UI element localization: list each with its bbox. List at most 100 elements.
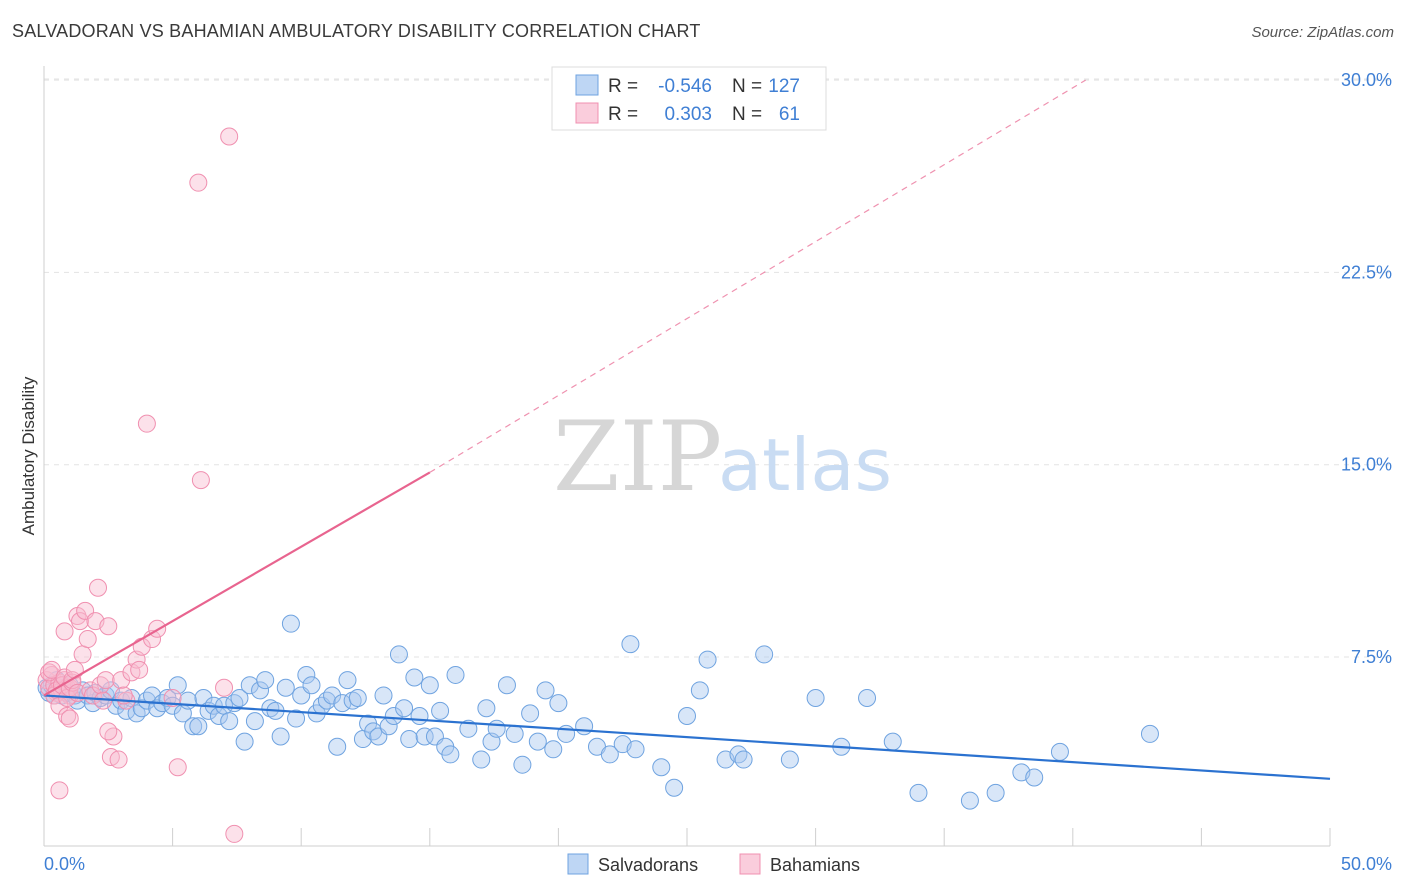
bahamians-point [99, 722, 118, 741]
bahamians-point [73, 645, 92, 664]
salvadorans-point [626, 740, 645, 759]
chart-title: SALVADORAN VS BAHAMIAN AMBULATORY DISABI… [12, 21, 701, 41]
salvadorans-point [734, 750, 753, 769]
salvadorans-point [230, 689, 249, 708]
salvadorans-point [528, 732, 547, 751]
bahamians-point [65, 660, 84, 679]
salvadorans-point [287, 709, 306, 728]
legend-n-label-pink: N = [732, 104, 762, 125]
y-tick-label: 7.5% [1351, 647, 1392, 667]
salvadorans-point [472, 750, 491, 769]
salvadorans-points [37, 614, 1159, 810]
bahamians-point [225, 824, 244, 843]
salvadorans-point [297, 665, 316, 684]
salvadorans-point [179, 691, 198, 710]
salvadorans-point [323, 686, 342, 705]
salvadorans-point [698, 650, 717, 669]
stats-legend: R = -0.546 N = 127 R = 0.303 N = 61 [551, 66, 827, 131]
bahamians-point [60, 709, 79, 728]
salvadorans-point [410, 706, 429, 725]
salvadorans-point [235, 732, 254, 751]
legend-r-label-blue: R = [608, 76, 638, 97]
grid-layer [44, 78, 1392, 658]
salvadorans-point [276, 678, 295, 697]
salvadorans-point [986, 783, 1005, 802]
salvadorans-point [665, 778, 684, 797]
salvadorans-point [513, 755, 532, 774]
bahamians-point [104, 727, 123, 746]
salvadorans-point [487, 719, 506, 738]
series-legend-swatch-salvadorans [567, 853, 589, 875]
salvadorans-point [420, 676, 439, 695]
salvadorans-trend-line [43, 694, 1331, 780]
legend-n-value-blue: 127 [768, 76, 800, 97]
series-legend-label-bahamians: Bahamians [770, 855, 860, 875]
salvadorans-point [328, 737, 347, 756]
salvadorans-point [127, 704, 146, 723]
salvadorans-point [909, 783, 928, 802]
salvadorans-point [317, 691, 336, 710]
salvadorans-point [261, 699, 280, 718]
salvadorans-point [459, 719, 478, 738]
salvadorans-point [415, 727, 434, 746]
salvadorans-point [497, 676, 516, 695]
salvadorans-point [780, 750, 799, 769]
salvadorans-point [1050, 742, 1069, 761]
salvadorans-point [441, 745, 460, 764]
salvadorans-point [477, 699, 496, 718]
bahamians-point [50, 781, 69, 800]
series-legend-swatch-bahamians [739, 853, 761, 875]
salvadorans-point [245, 712, 264, 731]
salvadorans-point [220, 712, 239, 731]
bahamians-point [96, 671, 115, 690]
salvadorans-point [858, 689, 877, 708]
salvadorans-point [536, 681, 555, 700]
salvadorans-point [1025, 768, 1044, 787]
salvadorans-point [348, 689, 367, 708]
bahamians-point [163, 689, 182, 708]
bahamians-point [191, 471, 210, 490]
bahamians-point [89, 578, 108, 597]
bahamians-trend-line [43, 471, 431, 697]
salvadorans-point [678, 706, 696, 725]
salvadorans-point [251, 681, 270, 700]
bahamians-point [78, 630, 97, 649]
watermark-atlas: atlas [718, 423, 892, 507]
salvadorans-point [621, 635, 640, 654]
salvadorans-point [806, 689, 825, 708]
source-label: Source: ZipAtlas.com [1251, 24, 1394, 41]
x-tick-label-max: 50.0% [1341, 854, 1392, 874]
bahamians-point [130, 660, 149, 679]
salvadorans-point [389, 645, 408, 664]
legend-swatch-blue [575, 74, 599, 96]
series-legend: Salvadorans Bahamians [567, 853, 860, 875]
bahamians-points [37, 127, 244, 843]
series-legend-label-salvadorans: Salvadorans [598, 855, 698, 875]
y-axis-label: Ambulatory Disability [19, 376, 38, 535]
salvadorans-point [883, 732, 902, 751]
bahamians-point [168, 758, 187, 777]
bahamians-point [189, 173, 208, 192]
y-tick-label: 30.0% [1341, 70, 1392, 90]
salvadorans-point [600, 745, 619, 764]
bahamians-point [58, 706, 77, 725]
salvadorans-point [729, 745, 748, 764]
legend-r-value-blue: -0.546 [658, 76, 712, 97]
salvadorans-point [184, 717, 203, 736]
salvadorans-point [256, 671, 275, 690]
y-tick-label: 15.0% [1341, 455, 1392, 475]
salvadorans-point [544, 740, 563, 759]
x-tick-marks [43, 828, 1331, 846]
watermark-zip: ZIP [553, 401, 722, 513]
legend-n-label-blue: N = [732, 76, 762, 97]
salvadorans-point [521, 704, 540, 723]
x-tick-label-min: 0.0% [44, 854, 85, 874]
salvadorans-point [189, 717, 208, 736]
bahamians-point [55, 622, 74, 641]
salvadorans-point [405, 668, 424, 687]
legend-swatch-pink [575, 102, 599, 124]
legend-r-value-pink: 0.303 [664, 104, 712, 125]
salvadorans-point [690, 681, 709, 700]
salvadorans-point [431, 701, 450, 720]
